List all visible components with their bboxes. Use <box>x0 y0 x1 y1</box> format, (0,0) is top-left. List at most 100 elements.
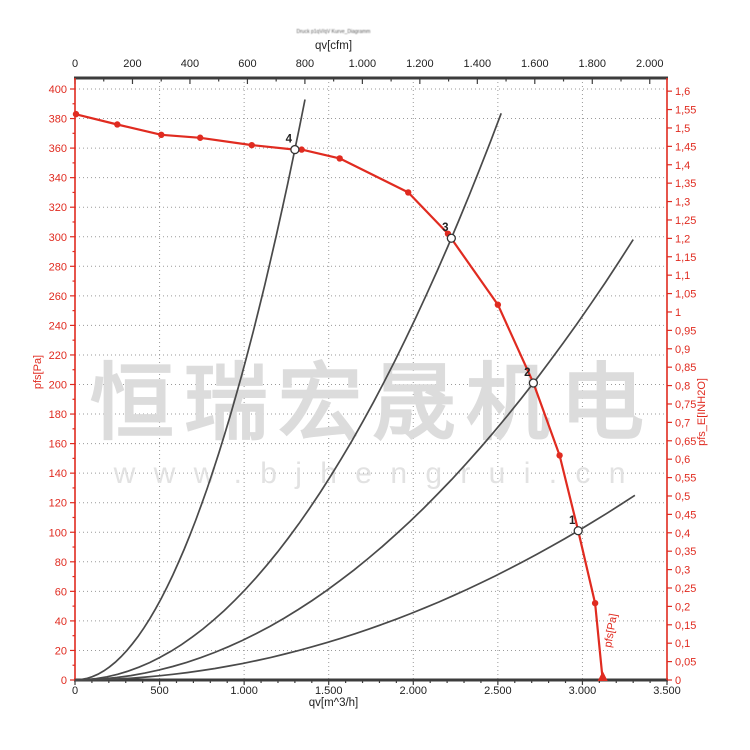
right-axis-tick-label: 1,1 <box>675 270 690 282</box>
left-axis-tick-label: 40 <box>55 616 67 628</box>
operating-point-4 <box>290 144 300 155</box>
bottom-axis-tick-label: 0 <box>72 685 78 697</box>
top-axis-tick-label: 1.400 <box>464 58 492 70</box>
operating-point-3 <box>446 233 456 243</box>
fan-curve-point <box>591 599 599 607</box>
left-axis-tick-label: 260 <box>49 291 67 303</box>
right-axis-tick-label: 1,05 <box>675 289 696 301</box>
top-axis-tick-label: 1.000 <box>349 58 377 70</box>
right-axis-tick-label: 0,75 <box>675 399 696 411</box>
right-axis-tick-label: 0,65 <box>675 436 696 448</box>
right-axis-tick-label: 0 <box>675 675 681 687</box>
bottom-axis-tick-label: 2.000 <box>400 685 428 697</box>
right-axis-tick-label: 1,4 <box>675 160 690 172</box>
right-axis-tick-label: 0,8 <box>675 381 690 393</box>
bottom-axis-tick-label: 3.000 <box>569 685 597 697</box>
left-axis-title: pfs[Pa] <box>32 354 44 390</box>
right-axis-title: pfs_E[INH2O] <box>696 378 708 446</box>
right-axis-tick-label: 0,5 <box>675 491 690 503</box>
left-axis-tick-label: 300 <box>49 232 67 244</box>
right-axis-tick-label: 0,25 <box>675 583 696 595</box>
right-axis-tick-label: 0,05 <box>675 657 696 669</box>
right-axis-tick-label: 0,3 <box>675 565 690 577</box>
bottom-axis-tick-label: 1.500 <box>315 685 343 697</box>
system-curve-3 <box>74 112 502 681</box>
bottom-axis-tick-label: 1.000 <box>230 685 258 697</box>
right-axis-tick-label: 0,55 <box>675 473 696 485</box>
operating-point-label-4: 4 <box>286 134 293 146</box>
right-axis-tick-label: 1,55 <box>675 105 696 117</box>
top-axis-tick-label: 800 <box>296 58 314 70</box>
diagram-header-note: Druck p1qV/qV Kurve_Diagramm <box>296 29 371 35</box>
bottom-axis-tick-label: 500 <box>150 685 168 697</box>
bottom-axis-tick-label: 3.500 <box>653 685 681 697</box>
left-axis-tick-label: 220 <box>49 350 67 362</box>
top-axis-tick-label: 2.000 <box>636 58 664 70</box>
left-axis-tick-label: 400 <box>49 84 67 96</box>
bottom-axis-tick-label: 2.500 <box>484 685 512 697</box>
watermark-url: w w w . b j h e n g r u i . c n <box>113 457 631 490</box>
right-axis-tick-label: 1,6 <box>675 86 690 98</box>
operating-point-label-3: 3 <box>442 222 448 234</box>
left-axis-tick-label: 180 <box>49 409 67 421</box>
right-axis-tick-label: 0,35 <box>675 546 696 558</box>
fan-curve-point <box>556 452 563 459</box>
right-axis-tick-label: 1,25 <box>675 215 696 227</box>
left-axis-tick-label: 360 <box>49 143 67 155</box>
fan-curve-inline-label: pfs[Pa] <box>602 613 620 649</box>
left-axis-tick-label: 140 <box>49 468 67 480</box>
right-axis-tick-label: 0,95 <box>675 325 696 337</box>
right-axis-tick-label: 1,2 <box>675 233 690 245</box>
fan-curve-point <box>298 146 305 153</box>
right-axis-tick-label: 1,5 <box>675 123 690 135</box>
right-axis-tick-label: 1,3 <box>675 197 690 209</box>
operating-point-label-2: 2 <box>524 367 530 379</box>
left-axis-tick-label: 200 <box>49 380 67 392</box>
fan-curve-point <box>196 134 204 141</box>
right-axis-tick-label: 1,15 <box>675 252 696 264</box>
left-axis-tick-label: 60 <box>55 586 67 598</box>
fan-curve-start-marker <box>72 110 80 118</box>
right-axis-tick-label: 0,9 <box>675 344 690 356</box>
top-axis-tick-label: 1.200 <box>406 58 434 70</box>
fan-curve <box>74 113 604 681</box>
top-axis-tick-label: 600 <box>238 58 256 70</box>
left-axis-tick-label: 0 <box>61 675 67 687</box>
top-axis-tick-label: 400 <box>181 58 199 70</box>
system-curve-2 <box>74 239 634 681</box>
operating-point-2 <box>528 378 539 388</box>
top-axis-title: qv[cfm] <box>314 40 353 52</box>
right-axis-tick-label: 0,45 <box>675 509 696 521</box>
left-axis-tick-label: 20 <box>55 645 67 657</box>
left-axis-tick-label: 160 <box>49 439 67 451</box>
left-axis-tick-label: 280 <box>49 261 67 273</box>
left-axis-tick-label: 340 <box>49 173 67 185</box>
fan-curve-point <box>114 121 121 128</box>
left-axis-tick-label: 380 <box>49 114 67 126</box>
right-axis-tick-label: 1,45 <box>675 141 696 153</box>
operating-point-label-1: 1 <box>569 515 576 527</box>
system-curve-4 <box>74 99 306 681</box>
left-axis-tick-label: 120 <box>49 498 67 510</box>
left-axis-tick-label: 80 <box>55 557 67 569</box>
bottom-axis-title: qv[m^3/h] <box>308 697 359 709</box>
top-axis-tick-label: 1.800 <box>579 58 607 70</box>
right-axis-tick-label: 0,15 <box>675 620 696 632</box>
right-axis-tick-label: 1 <box>675 307 681 319</box>
top-axis-tick-label: 1.600 <box>521 58 549 70</box>
operating-point-1 <box>573 526 583 536</box>
right-axis-tick-label: 0,1 <box>675 638 690 650</box>
top-axis-tick-label: 200 <box>123 58 141 70</box>
right-axis-tick-label: 0,6 <box>675 454 690 466</box>
watermark-chinese: 恒瑞宏晟机电 <box>90 356 654 450</box>
fan-curve-point <box>494 301 502 308</box>
right-axis-tick-label: 0,2 <box>675 601 690 613</box>
left-axis-tick-label: 240 <box>49 320 67 332</box>
right-axis-tick-label: 1,35 <box>675 178 696 190</box>
left-axis-tick-label: 320 <box>49 202 67 214</box>
right-axis-tick-label: 0,4 <box>675 528 690 540</box>
right-axis-tick-label: 0,7 <box>675 417 690 429</box>
fan-curve-end-marker <box>597 671 608 681</box>
top-axis-tick-label: 0 <box>72 58 78 70</box>
